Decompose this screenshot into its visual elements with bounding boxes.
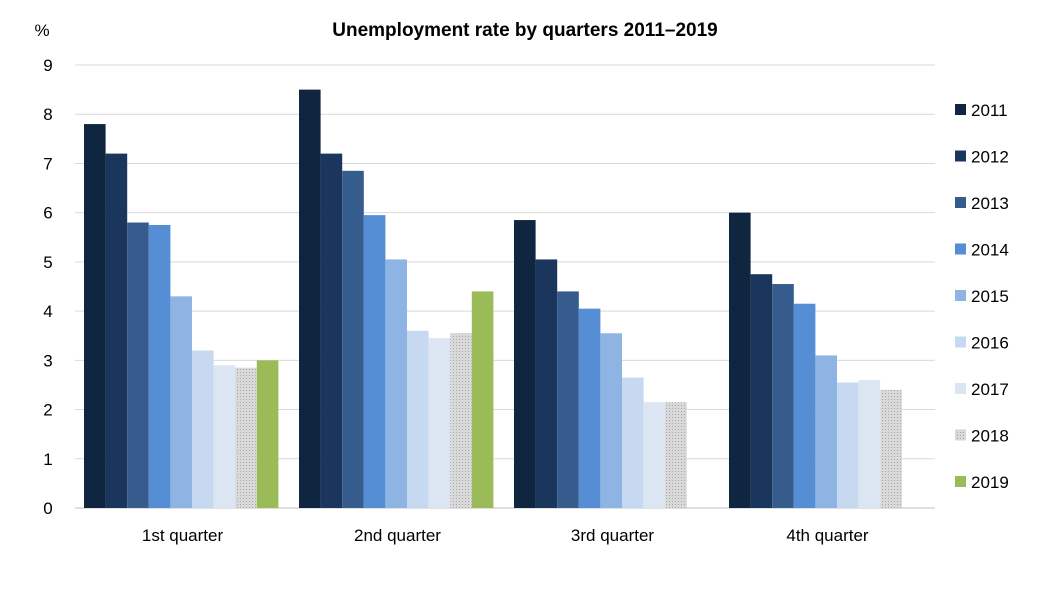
bar-2018-q2 [450, 333, 472, 508]
bar-2016-q3 [622, 377, 644, 508]
y-tick-label: 7 [43, 154, 52, 173]
y-tick-label: 8 [43, 105, 52, 124]
bar-2014-q2 [363, 215, 386, 508]
x-axis-categories: 1st quarter 2nd quarter 3rd quarter 4th qua… [142, 526, 869, 545]
bar-2018-q4 [880, 389, 902, 508]
legend-label-2018: 2018 [971, 427, 1009, 446]
legend-label-2019: 2019 [971, 473, 1009, 492]
bar-2015-q3 [600, 333, 622, 508]
y-axis-ticks: 0 1 2 3 4 5 6 7 8 9 [43, 56, 52, 518]
legend-swatch-2019 [955, 476, 966, 487]
legend-swatch-2013 [955, 197, 966, 208]
bar-2012-q2 [320, 153, 343, 508]
y-tick-label: 0 [43, 499, 52, 518]
bar-2013-q4 [772, 284, 794, 508]
bar-2011-q2 [299, 89, 321, 508]
bar-2017-q1 [213, 365, 236, 508]
x-category-label: 4th quarter [786, 526, 869, 545]
bar-2013-q1 [127, 222, 149, 508]
legend-swatch-2017 [955, 383, 966, 394]
legend-label-2014: 2014 [971, 241, 1009, 260]
legend-swatch-2016 [955, 336, 966, 348]
bar-2012-q1 [105, 153, 128, 508]
bar-2016-q1 [192, 350, 214, 508]
y-tick-label: 4 [43, 302, 52, 321]
chart-title: Unemployment rate by quarters 2011–2019 [332, 20, 717, 41]
legend-label-2016: 2016 [971, 334, 1009, 353]
legend-swatch-2018 [955, 429, 966, 441]
y-tick-label: 5 [43, 253, 52, 272]
bar-2015-q4 [815, 355, 837, 508]
bar-2011-q1 [84, 124, 106, 509]
bar-2014-q1 [148, 224, 171, 508]
bar-2015-q2 [385, 259, 407, 508]
x-category-label: 2nd quarter [354, 526, 441, 545]
bar-2013-q3 [557, 291, 579, 508]
bar-2019-q1 [256, 360, 279, 508]
bar-2019-q2 [471, 291, 494, 508]
bar-2011-q3 [514, 220, 536, 509]
legend-label-2012: 2012 [971, 148, 1009, 167]
bar-2012-q3 [535, 259, 558, 508]
y-tick-label: 9 [43, 56, 52, 75]
y-axis-unit-label: % [34, 21, 49, 40]
legend-swatch-2012 [955, 150, 966, 162]
bars [84, 89, 902, 509]
bar-2013-q2 [342, 170, 364, 509]
bar-2016-q4 [837, 382, 859, 508]
legend-label-2013: 2013 [971, 194, 1009, 213]
bar-2015-q1 [170, 296, 192, 508]
legend-swatch-2011 [955, 104, 966, 115]
bar-2018-q3 [665, 402, 687, 508]
legend-swatch-2015 [955, 290, 966, 301]
bar-2016-q2 [407, 330, 429, 508]
bar-2018-q1 [235, 367, 257, 508]
legend-label-2015: 2015 [971, 287, 1009, 306]
y-tick-label: 6 [43, 204, 52, 223]
x-category-label: 3rd quarter [571, 526, 654, 545]
y-tick-label: 3 [43, 351, 52, 370]
legend: 2011 2012 2013 2014 2015 2016 2017 2018 2019 [955, 101, 1009, 492]
bar-2017-q4 [858, 380, 881, 508]
x-category-label: 1st quarter [142, 526, 224, 545]
bar-2014-q3 [578, 308, 601, 508]
legend-swatch-2014 [955, 243, 966, 255]
y-tick-label: 1 [43, 450, 52, 469]
bar-2014-q4 [793, 303, 816, 508]
y-tick-label: 2 [43, 401, 52, 420]
legend-label-2017: 2017 [971, 380, 1009, 399]
bar-2017-q2 [428, 338, 451, 508]
bar-2012-q4 [750, 274, 773, 508]
bar-2017-q3 [643, 402, 666, 508]
bar-2011-q4 [729, 212, 751, 508]
legend-label-2011: 2011 [971, 101, 1008, 120]
